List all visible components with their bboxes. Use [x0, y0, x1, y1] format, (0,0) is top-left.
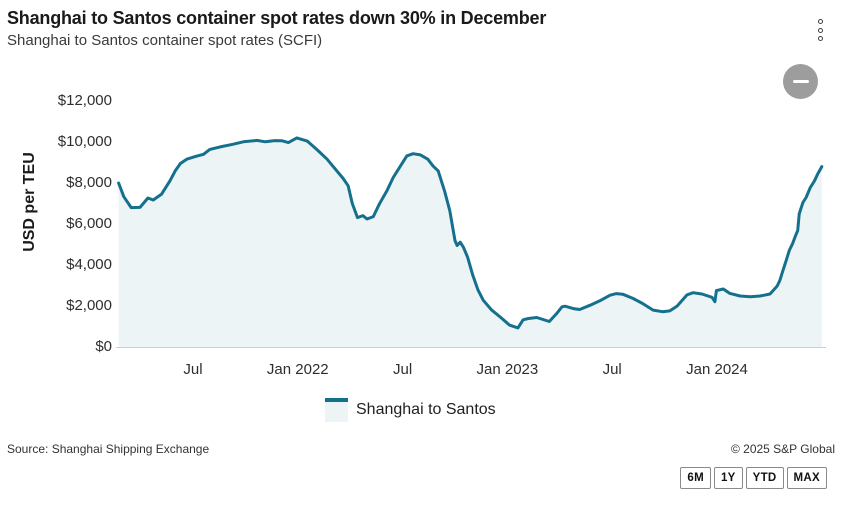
legend-swatch-icon — [325, 398, 348, 422]
collapse-button[interactable] — [783, 64, 818, 99]
y-tick-label: $4,000 — [66, 256, 112, 273]
minus-icon — [792, 80, 809, 83]
x-tick-label: Jan 2022 — [266, 361, 329, 378]
x-tick-label: Jul — [183, 361, 203, 378]
kebab-menu-icon[interactable] — [816, 17, 825, 43]
y-axis-title: USD per TEU — [21, 152, 38, 252]
series-line — [117, 136, 824, 330]
y-tick-label: $8,000 — [66, 174, 112, 191]
kebab-dot — [818, 19, 823, 24]
range-button-max[interactable]: MAX — [786, 467, 827, 489]
y-tick-label: $2,000 — [66, 297, 112, 314]
x-tick-label: Jul — [393, 361, 413, 378]
range-button-6m[interactable]: 6M — [680, 467, 711, 489]
x-tick-label: Jan 2023 — [476, 361, 539, 378]
series-area-fill — [118, 137, 822, 347]
y-tick-label: $12,000 — [57, 92, 112, 109]
chart-subtitle: Shanghai to Santos container spot rates … — [7, 32, 323, 49]
source-note: Source: Shanghai Shipping Exchange — [7, 442, 210, 456]
copyright-note: © 2025 S&P Global — [730, 442, 835, 456]
range-button-ytd[interactable]: YTD — [745, 467, 784, 489]
y-tick-label: $10,000 — [57, 133, 112, 150]
range-button-1y[interactable]: 1Y — [713, 467, 743, 489]
page-title: Shanghai to Santos container spot rates … — [7, 8, 547, 28]
x-tick-label: Jan 2024 — [686, 361, 748, 378]
x-tick-label: Jul — [602, 361, 622, 378]
legend-item[interactable]: Shanghai to Santos — [325, 398, 496, 422]
y-tick-label: $0 — [95, 338, 112, 355]
y-tick-label: $6,000 — [66, 215, 112, 232]
range-selector: 6M 1Y YTD MAX — [680, 467, 827, 489]
kebab-dot — [818, 27, 823, 33]
kebab-dot — [818, 36, 823, 41]
legend-label: Shanghai to Santos — [356, 401, 496, 418]
